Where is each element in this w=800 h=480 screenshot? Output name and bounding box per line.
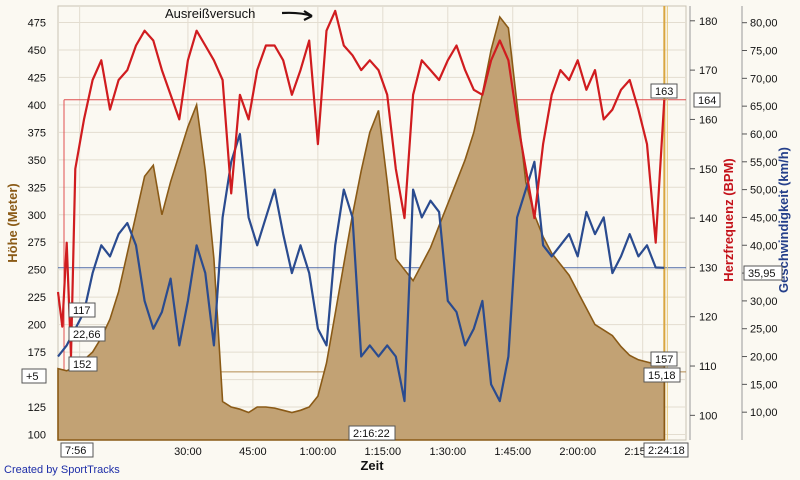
speed-tick-label: 70,00 [750, 73, 778, 85]
altitude-tick-label: 375 [28, 127, 46, 139]
speed-tick-label: 40,00 [750, 240, 778, 252]
heart-rate-tick-label: 110 [699, 361, 717, 373]
altitude-tick-label: 200 [28, 320, 46, 332]
altitude-cursor-label-frame [650, 351, 678, 367]
speed-tick-label: 65,00 [750, 101, 778, 113]
altitude-tick-label: 300 [28, 210, 46, 222]
x-tick-label: 2:00:00 [559, 446, 596, 458]
altitude-area [57, 15, 666, 441]
speed-tick-label: 80,00 [750, 18, 778, 30]
x-marker-start: 7:56 [65, 445, 86, 457]
offset-marker-label: +5 [26, 371, 39, 383]
heart-rate-start-label-frame [68, 302, 96, 318]
x-marker-end: 2:24:18 [648, 445, 685, 457]
altitude-tick-label: 100 [28, 430, 46, 442]
speed-cursor-label: 15,18 [648, 370, 676, 382]
speed-line [57, 132, 665, 403]
heart-rate-start-label: 117 [73, 305, 91, 317]
x-marker-start-frame [60, 442, 94, 458]
speed-current-label: 35,95 [748, 268, 776, 280]
speed-axis-title: Geschwindigkeit (km/h) [776, 147, 791, 293]
heart-rate-current-label-frame [693, 92, 721, 108]
x-tick-label: 1:15:00 [364, 446, 401, 458]
speed-tick-label: 10,00 [750, 407, 778, 419]
speed-cursor-label-frame [643, 367, 681, 383]
altitude-axis-title: Höhe (Meter) [5, 183, 20, 262]
speed-tick-label: 45,00 [750, 212, 778, 224]
heart-rate-tick-label: 150 [699, 164, 717, 176]
offset-marker-label-box: +5 [21, 368, 47, 384]
heart-rate-cursor-label-box: 163 [650, 83, 678, 99]
value-labels-layer: 7:56 2:16:22 2:24:18 117 22,66 152 +5 163 164 35,… [21, 83, 783, 458]
credit-text[interactable]: Created by SportTracks [4, 464, 120, 476]
x-tick-label: 1:30:00 [429, 446, 466, 458]
heart-rate-tick-label: 170 [699, 65, 717, 77]
heart-rate-tick-label: 120 [699, 312, 717, 324]
x-marker-mid-frame [348, 425, 396, 441]
altitude-tick-label: 225 [28, 292, 46, 304]
speed-cursor-label-box: 15,18 [643, 367, 681, 383]
altitude-tick-label: 250 [28, 265, 46, 277]
heart-rate-cursor-label: 163 [655, 86, 673, 98]
x-marker-start-box: 7:56 [60, 442, 94, 458]
heart-rate-current-label: 164 [698, 95, 716, 107]
axes-layer: 5:0030:0045:001:00:001:15:001:30:001:45:… [5, 6, 791, 473]
speed-tick-label: 25,00 [750, 324, 778, 336]
altitude-tick-label: 450 [28, 45, 46, 57]
x-marker-end-frame [643, 442, 689, 458]
heart-rate-layer [56, 9, 666, 358]
altitude-tick-label: 350 [28, 155, 46, 167]
speed-tick-label: 30,00 [750, 296, 778, 308]
heart-rate-tick-label: 130 [699, 262, 717, 274]
speed-current-label-box: 35,95 [743, 265, 783, 281]
heart-rate-line [56, 9, 666, 358]
speed-start-label: 22,66 [73, 329, 101, 341]
speed-tick-label: 15,00 [750, 379, 778, 391]
speed-tick-label: 75,00 [750, 46, 778, 58]
altitude-start-label-frame [68, 356, 98, 372]
x-marker-mid: 2:16:22 [353, 428, 390, 440]
annotation-text: Ausreißversuch [165, 6, 255, 21]
altitude-tick-label: 175 [28, 347, 46, 359]
annotation-arrow [281, 10, 313, 21]
altitude-cursor-label: 157 [655, 354, 673, 366]
offset-marker-label-frame [21, 368, 47, 384]
altitude-cursor-label-box: 157 [650, 351, 678, 367]
altitude-tick-label: 325 [28, 182, 46, 194]
altitude-start-label-box: 152 [68, 356, 98, 372]
heart-rate-tick-label: 100 [699, 410, 717, 422]
x-tick-label: 30:00 [174, 446, 202, 458]
speed-start-label-box: 22,66 [68, 326, 106, 342]
altitude-tick-label: 425 [28, 72, 46, 84]
heart-rate-start-label-box: 117 [68, 302, 96, 318]
heart-rate-tick-label: 180 [699, 16, 717, 28]
speed-tick-label: 60,00 [750, 129, 778, 141]
altitude-tick-label: 475 [28, 17, 46, 29]
x-tick-label: 45:00 [239, 446, 267, 458]
altitude-tick-label: 400 [28, 100, 46, 112]
speed-current-label-frame [743, 265, 783, 281]
x-tick-label: 1:45:00 [494, 446, 531, 458]
x-marker-mid-box: 2:16:22 [348, 425, 396, 441]
altitude-start-label: 152 [73, 359, 91, 371]
heart-rate-tick-label: 140 [699, 213, 717, 225]
altitude-tick-label: 125 [28, 402, 46, 414]
speed-layer [57, 132, 665, 403]
x-axis-title: Zeit [360, 458, 384, 473]
heart-rate-cursor-label-frame [650, 83, 678, 99]
x-marker-end-box: 2:24:18 [643, 442, 689, 458]
heart-rate-tick-label: 160 [699, 114, 717, 126]
altitude-tick-label: 275 [28, 237, 46, 249]
heart-rate-current-label-box: 164 [693, 92, 721, 108]
speed-tick-label: 55,00 [750, 157, 778, 169]
speed-start-label-frame [68, 326, 106, 342]
x-tick-label: 1:00:00 [300, 446, 337, 458]
speed-tick-label: 50,00 [750, 185, 778, 197]
altitude-layer [57, 15, 666, 441]
heart-rate-axis-title: Herzfrequenz (BPM) [721, 158, 736, 282]
speed-tick-label: 20,00 [750, 352, 778, 364]
